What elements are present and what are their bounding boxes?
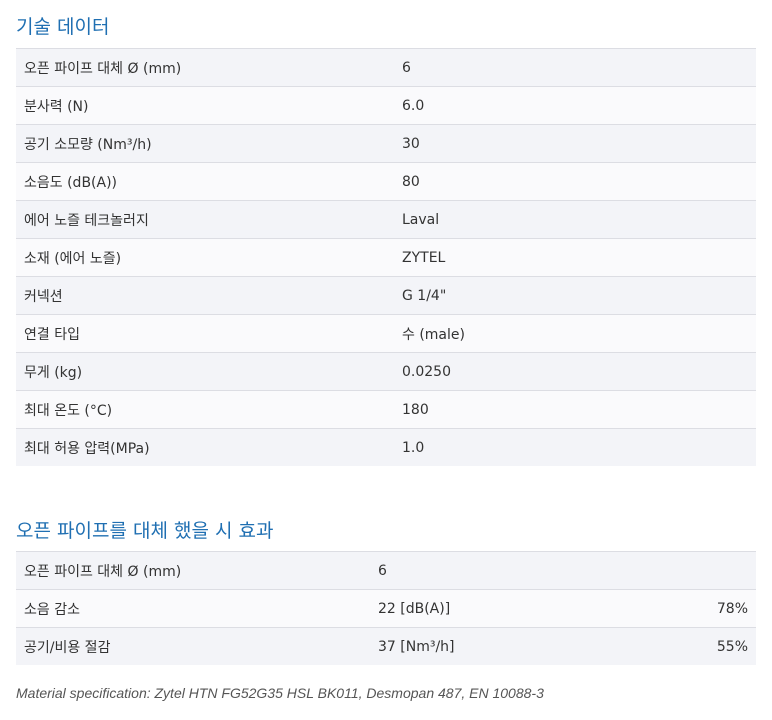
cell-value: 22 [dB(A)] [370, 589, 626, 628]
table-row: 공기/비용 절감 37 [Nm³/h] 55% [16, 627, 756, 665]
cell-label: 공기 소모량 (Nm³/h) [16, 124, 394, 163]
table-row: 오픈 파이프 대체 Ø (mm) 6 [16, 48, 756, 87]
material-specification: Material specification: Zytel HTN FG52G3… [16, 685, 544, 701]
table-row: 오픈 파이프 대체 Ø (mm) 6 [16, 551, 756, 590]
cell-label: 최대 허용 압력(MPa) [16, 428, 394, 466]
cell-label: 소음도 (dB(A)) [16, 162, 394, 201]
table-row: 무게 (kg) 0.0250 [16, 352, 756, 391]
tech-data-table: 오픈 파이프 대체 Ø (mm) 6 분사력 (N) 6.0 공기 소모량 (Nm³/h… [16, 48, 756, 466]
table-row: 에어 노즐 테크놀러지 Laval [16, 200, 756, 239]
table-row: 소재 (에어 노즐) ZYTEL [16, 238, 756, 277]
table-row: 분사력 (N) 6.0 [16, 86, 756, 125]
cell-value: 180 [394, 390, 756, 429]
table-row: 소음 감소 22 [dB(A)] 78% [16, 589, 756, 628]
cell-label: 에어 노즐 테크놀러지 [16, 200, 394, 239]
cell-value: 80 [394, 162, 756, 201]
table-row: 소음도 (dB(A)) 80 [16, 162, 756, 201]
cell-percent: 55% [625, 627, 756, 665]
cell-label: 무게 (kg) [16, 352, 394, 391]
cell-label: 소재 (에어 노즐) [16, 238, 394, 277]
cell-value: 30 [394, 124, 756, 163]
effect-table: 오픈 파이프 대체 Ø (mm) 6 소음 감소 22 [dB(A)] 78% 공기/비용… [16, 551, 756, 665]
cell-value: 1.0 [394, 428, 756, 466]
cell-label: 공기/비용 절감 [16, 627, 370, 665]
cell-value: 0.0250 [394, 352, 756, 391]
cell-value: 37 [Nm³/h] [370, 627, 626, 665]
cell-label: 최대 온도 (°C) [16, 390, 394, 429]
cell-percent: 78% [625, 589, 756, 628]
cell-value: 6 [370, 551, 626, 590]
cell-label: 소음 감소 [16, 589, 370, 628]
effect-title: 오픈 파이프를 대체 했을 시 효과 [16, 520, 274, 542]
cell-value: 6.0 [394, 86, 756, 125]
table-row: 공기 소모량 (Nm³/h) 30 [16, 124, 756, 163]
cell-value: ZYTEL [394, 238, 756, 277]
cell-label: 분사력 (N) [16, 86, 394, 125]
cell-label: 연결 타입 [16, 314, 394, 353]
cell-label: 오픈 파이프 대체 Ø (mm) [16, 48, 394, 87]
cell-label: 커넥션 [16, 276, 394, 315]
table-row: 최대 허용 압력(MPa) 1.0 [16, 428, 756, 466]
cell-value: Laval [394, 200, 756, 239]
cell-value: 수 (male) [394, 314, 756, 353]
table-row: 최대 온도 (°C) 180 [16, 390, 756, 429]
cell-label: 오픈 파이프 대체 Ø (mm) [16, 551, 370, 590]
cell-value: 6 [394, 48, 756, 87]
table-row: 연결 타입 수 (male) [16, 314, 756, 353]
cell-percent [625, 551, 756, 590]
tech-data-title: 기술 데이터 [16, 16, 110, 38]
cell-value: G 1/4" [394, 276, 756, 315]
table-row: 커넥션 G 1/4" [16, 276, 756, 315]
